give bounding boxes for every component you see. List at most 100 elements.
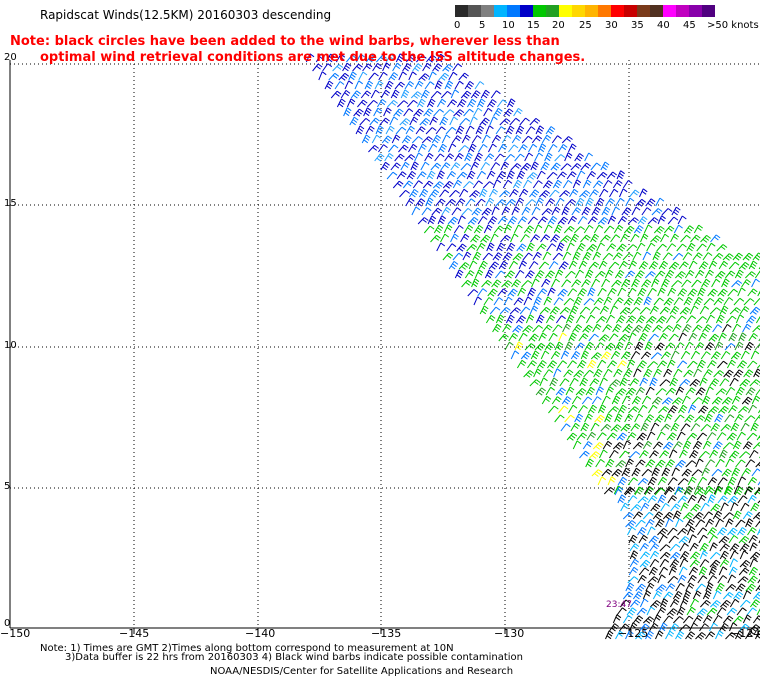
wind-barb-tick xyxy=(581,382,586,387)
wind-barb-tick xyxy=(661,315,667,320)
wind-barb-tick xyxy=(632,244,638,249)
wind-barb-tick xyxy=(640,270,645,275)
wind-barb-tick xyxy=(688,272,694,277)
wind-barb xyxy=(677,478,685,486)
wind-barb xyxy=(518,332,524,342)
wind-barb-tick xyxy=(678,489,684,493)
wind-barb-tick xyxy=(452,71,458,76)
wind-barb xyxy=(643,616,651,624)
wind-barb xyxy=(558,405,565,414)
wind-barb xyxy=(648,566,655,576)
wind-barb-tick xyxy=(632,552,638,557)
wind-barb-tick xyxy=(670,359,676,364)
wind-barb-tick xyxy=(601,476,607,481)
wind-barb-tick xyxy=(532,191,538,196)
wind-barb xyxy=(658,566,665,576)
wind-barb xyxy=(634,341,640,351)
wind-barb-tick xyxy=(649,386,655,391)
wind-barb xyxy=(663,297,670,306)
wind-barb-tick xyxy=(698,272,704,277)
wind-barb-tick xyxy=(636,593,642,598)
wind-barb-tick xyxy=(579,153,584,157)
wind-barb-tick xyxy=(590,287,596,292)
wind-barb-tick xyxy=(722,477,728,482)
wind-barb-tick xyxy=(701,632,707,636)
wind-barb xyxy=(681,468,688,477)
wind-barb-tick xyxy=(503,260,509,265)
wind-barb-tick xyxy=(579,245,585,250)
wind-barb-tick xyxy=(708,521,713,525)
wind-barb-tick xyxy=(696,254,702,259)
wind-barb xyxy=(739,550,745,560)
wind-barb-tick xyxy=(600,173,606,178)
wind-barb-tick xyxy=(575,181,581,186)
wind-barb-tick xyxy=(642,452,648,457)
wind-barb-tick xyxy=(567,319,573,324)
wind-barb-tick xyxy=(743,550,749,555)
wind-barb-tick xyxy=(671,627,676,632)
wind-barb xyxy=(679,558,685,568)
wind-barb-tick xyxy=(556,162,561,167)
wind-barb-tick xyxy=(634,543,640,547)
wind-barb-tick xyxy=(680,577,686,581)
wind-barb-tick xyxy=(497,319,503,324)
wind-barb-tick xyxy=(751,628,757,632)
wind-barb-tick xyxy=(635,206,641,211)
wind-barb xyxy=(635,315,642,324)
wind-barb-tick xyxy=(701,547,707,552)
wind-barb xyxy=(716,607,723,616)
wind-barb-tick xyxy=(627,615,633,619)
wind-barb-tick xyxy=(661,606,667,611)
wind-barb-tick xyxy=(518,324,523,329)
wind-barb-tick xyxy=(642,574,647,579)
wind-barb-tick xyxy=(336,66,342,70)
wind-barb-tick xyxy=(514,309,519,313)
wind-barb xyxy=(359,118,367,126)
wind-barb-tick xyxy=(616,182,622,187)
wind-barb-tick xyxy=(538,272,544,277)
wind-barb xyxy=(665,583,672,592)
wind-barb-tick xyxy=(563,405,569,410)
wind-barb-tick xyxy=(611,243,617,248)
wind-barb xyxy=(542,324,549,333)
wind-barb-tick xyxy=(481,170,487,175)
wind-barb-tick xyxy=(685,378,691,383)
wind-barb-tick xyxy=(580,290,586,295)
wind-barb xyxy=(617,216,624,225)
wind-barb xyxy=(708,260,714,270)
wind-barb-tick xyxy=(753,601,759,606)
wind-barb-tick xyxy=(344,112,350,117)
wind-barb xyxy=(734,486,740,496)
lon-label: −145 xyxy=(119,627,150,640)
wind-barb xyxy=(623,486,631,495)
wind-barb-tick xyxy=(754,397,760,402)
wind-barb-tick xyxy=(560,173,566,178)
wind-barb-tick xyxy=(624,450,630,455)
wind-barb xyxy=(567,143,573,153)
wind-barb-tick xyxy=(489,220,495,225)
wind-barb-tick xyxy=(635,398,640,403)
wind-barb-tick xyxy=(523,355,528,360)
wind-barb xyxy=(660,423,667,432)
wind-barb xyxy=(361,134,367,144)
wind-barb xyxy=(744,486,750,496)
wind-barb xyxy=(739,378,747,387)
wind-barb-tick xyxy=(673,561,678,566)
wind-barb-tick xyxy=(702,545,708,549)
wind-barb xyxy=(330,90,338,99)
wind-barb-tick xyxy=(612,171,618,176)
wind-barb-tick xyxy=(570,242,575,247)
wind-barb-tick xyxy=(513,233,519,238)
wind-barb-tick xyxy=(691,454,696,459)
wind-barb-tick xyxy=(432,191,438,196)
wind-barb-tick xyxy=(690,631,696,636)
wind-barb-tick xyxy=(635,467,641,472)
wind-barb-tick xyxy=(708,499,714,504)
wind-barb xyxy=(708,535,715,544)
wind-barb-tick xyxy=(604,208,610,213)
wind-barb xyxy=(695,632,703,640)
wind-barb xyxy=(689,542,695,552)
wind-barb-tick xyxy=(629,297,634,302)
wind-barb xyxy=(600,424,608,432)
wind-barb-tick xyxy=(698,416,704,421)
